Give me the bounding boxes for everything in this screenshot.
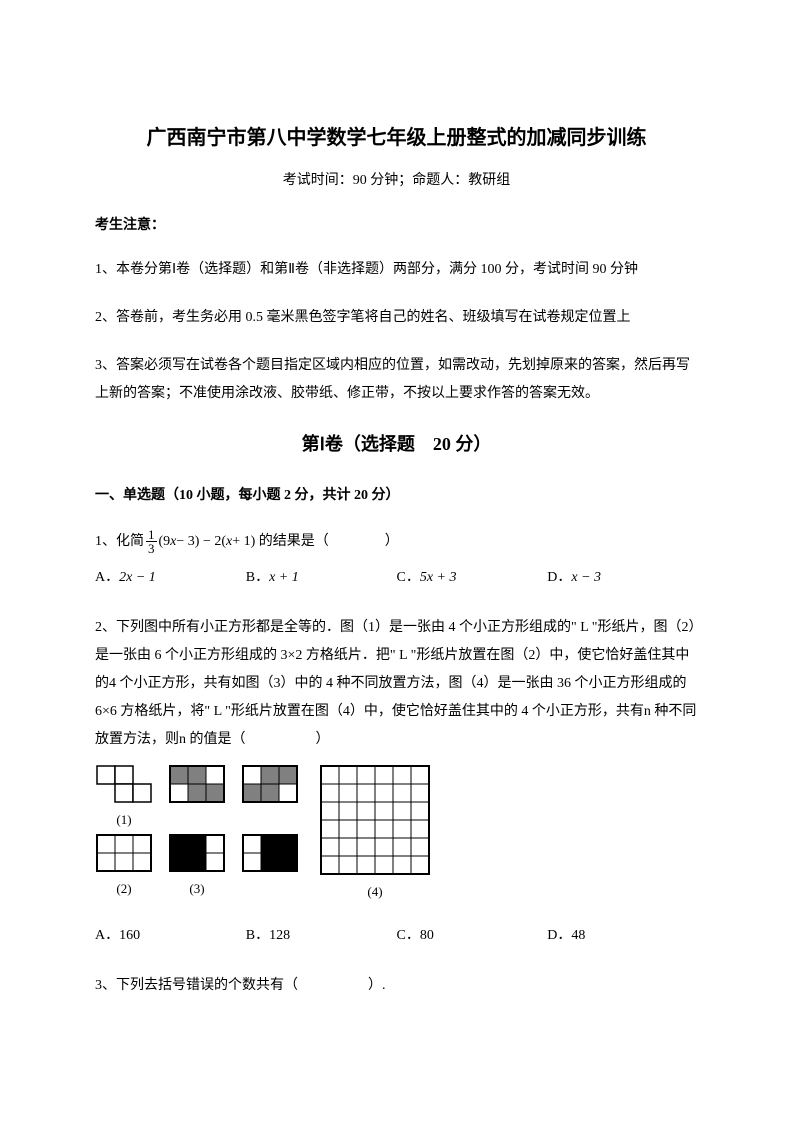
frac-numerator: 1 [146,528,157,542]
frac-denominator: 3 [146,542,157,555]
q2-figures: (1) (4) (2) (3) [95,764,698,902]
figure-1-label: (1) [116,807,131,833]
q1-expr: (9 [159,528,171,556]
notice-1: 1、本卷分第Ⅰ卷（选择题）和第Ⅱ卷（非选择题）两部分，满分 100 分，考试时间… [95,256,698,284]
opt-val: x + 1 [269,570,299,585]
part-header: 第Ⅰ卷（选择题 20 分） [95,428,698,460]
q1-prefix: 1、化简 [95,528,144,556]
document-title: 广西南宁市第八中学数学七年级上册整式的加减同步训练 [95,120,698,156]
q2-option-b: B．128 [246,922,397,950]
q1-expr2: − 3) − 2( [176,528,226,556]
q1-expr3: + 1) 的结果是（ ） [232,528,399,556]
question-2: 2、下列图中所有小正方形都是全等的．图（1）是一张由 4 个小正方形组成的" L… [95,614,698,950]
opt-val: 2x − 1 [119,570,156,585]
q2-options: A．160 B．128 C．80 D．48 [95,922,698,950]
figure-3c: (3) [168,833,226,902]
opt-label: C． [397,570,420,585]
q3-text: 3、下列去括号错误的个数共有（ ）. [95,972,698,1000]
document-subtitle: 考试时间：90 分钟；命题人：教研组 [95,168,698,193]
q1-option-d: D．x − 3 [547,564,698,592]
figure-4: (4) [319,764,431,905]
notice-3: 3、答案必须写在试卷各个题目指定区域内相应的位置，如需改动，先划掉原来的答案，然… [95,352,698,408]
figure-2-label: (2) [116,876,131,902]
figure-3b [241,764,299,804]
q2-option-a: A．160 [95,922,246,950]
opt-label: A． [95,570,119,585]
figure-2: (2) [95,833,153,902]
notice-2: 2、答卷前，考生务必用 0.5 毫米黑色签字笔将自己的姓名、班级填写在试卷规定位… [95,304,698,332]
figure-1: (1) [95,764,153,833]
q2-option-c: C．80 [397,922,548,950]
q1-option-a: A．2x − 1 [95,564,246,592]
q1-fraction: 1 3 [146,528,157,555]
question-1: 1、化简 1 3 (9 x − 3) − 2( x + 1) 的结果是（ ） A… [95,528,698,592]
notice-header: 考生注意： [95,213,698,238]
figure-4-label: (4) [367,879,382,905]
q2-text: 2、下列图中所有小正方形都是全等的．图（1）是一张由 4 个小正方形组成的" L… [95,614,698,754]
section-header: 一、单选题（10 小题，每小题 2 分，共计 20 分） [95,483,698,508]
q1-option-c: C．5x + 3 [397,564,548,592]
q2-option-d: D．48 [547,922,698,950]
figure-3d [241,833,299,873]
opt-val: 5x + 3 [420,570,457,585]
figure-3a [168,764,226,804]
q1-option-b: B．x + 1 [246,564,397,592]
opt-val: x − 3 [571,570,601,585]
question-3: 3、下列去括号错误的个数共有（ ）. [95,972,698,1000]
opt-label: D． [547,570,571,585]
q1-options: A．2x − 1 B．x + 1 C．5x + 3 D．x − 3 [95,564,698,592]
opt-label: B． [246,570,269,585]
figure-3-label: (3) [189,876,204,902]
